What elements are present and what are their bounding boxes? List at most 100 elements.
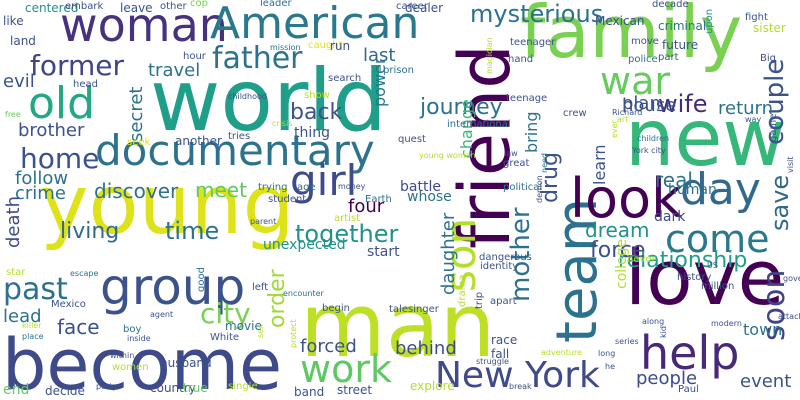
word-last: last <box>363 45 396 66</box>
word-party: party <box>96 382 118 391</box>
word-home: home <box>20 142 100 175</box>
word-york-city: York city <box>632 146 666 155</box>
word-free: free <box>5 110 21 119</box>
word-quest: quest <box>398 134 426 145</box>
word-mexican: Mexican <box>595 14 645 28</box>
word-law: law <box>504 149 518 158</box>
word-trying: trying <box>258 182 288 193</box>
word-teenage: teenage <box>506 93 548 104</box>
word-part: part <box>658 52 679 63</box>
word-need: need <box>540 152 549 173</box>
word-mexico: Mexico <box>51 299 86 310</box>
word-land: land <box>10 34 36 48</box>
word-international: international <box>447 119 511 130</box>
word-inside: inside <box>127 334 151 343</box>
word-run: run <box>330 39 351 53</box>
word-kid: kid <box>659 325 668 338</box>
word-start: start <box>367 244 400 260</box>
word-street: street <box>337 383 373 397</box>
word-along: along <box>642 317 665 326</box>
word-he: he <box>605 362 615 371</box>
word-fall: fall <box>491 347 510 361</box>
word-war: war <box>600 59 670 103</box>
word-hand: hand <box>508 54 534 65</box>
word-tries: tries <box>228 131 251 142</box>
word-bring: bring <box>522 111 541 154</box>
word-police: police <box>628 54 658 65</box>
word-travel: travel <box>148 60 201 81</box>
word-within: within <box>110 351 135 360</box>
word-artist: artist <box>334 213 361 224</box>
word-visit: visit <box>786 156 795 173</box>
word-embark: embark <box>65 1 104 12</box>
word-apart: apart <box>490 296 517 307</box>
word-identity: identity <box>480 261 519 272</box>
word-crew: crew <box>563 108 587 119</box>
word-dream: dream <box>585 218 650 242</box>
word-another: another <box>175 134 222 148</box>
word-future: future <box>662 38 699 52</box>
word-like: like <box>3 14 24 28</box>
word-single: single <box>228 381 258 392</box>
word-modern: modern <box>711 319 742 328</box>
word-never: never <box>627 254 656 265</box>
word-come: come <box>665 217 770 261</box>
word-secret: secret <box>126 86 147 142</box>
word-death: death <box>3 195 24 248</box>
word-leave: leave <box>120 1 153 15</box>
word-force: force <box>590 238 646 263</box>
word-history: history <box>677 272 712 283</box>
word-series: series <box>615 337 639 346</box>
word-million: million <box>701 281 735 292</box>
word-struggle: struggle <box>476 357 509 366</box>
word-documentary: documentary <box>95 126 375 175</box>
word-family: family <box>520 0 743 74</box>
word-discover: discover <box>94 179 179 203</box>
word-women: women <box>112 362 149 373</box>
word-wife: wife <box>658 90 708 118</box>
word-follow: follow <box>15 168 69 189</box>
word-agent: agent <box>150 310 174 319</box>
word-caught: caught <box>308 40 343 51</box>
word-true: true <box>183 381 208 395</box>
word-student: student <box>268 194 307 205</box>
word-us: US <box>707 261 718 270</box>
word-group: group <box>100 258 246 316</box>
word-town: town <box>743 320 783 339</box>
word-human: human <box>668 182 717 198</box>
word-talesinger: talesinger <box>389 304 439 315</box>
word-parent: parent <box>250 217 277 226</box>
word-teenager: teenager <box>510 37 556 48</box>
word-children: children <box>637 134 670 143</box>
word-boy: boy <box>123 324 142 335</box>
word-race: race <box>491 333 518 347</box>
word-forced: forced <box>300 336 357 357</box>
word-art: art <box>617 115 629 124</box>
word-country: country <box>150 381 196 395</box>
word-break: break <box>509 382 532 391</box>
word-dangerous: dangerous <box>479 252 532 263</box>
word-behind: behind <box>395 338 457 359</box>
word-living: living <box>60 219 120 244</box>
word-event: event <box>740 371 792 392</box>
word-career: career <box>396 1 428 12</box>
word-search: search <box>328 73 362 84</box>
word-prison: prison <box>383 65 414 76</box>
word-world: world <box>150 51 387 151</box>
word-old: old <box>28 78 96 129</box>
word-decide: decide <box>45 384 85 398</box>
word-work: work <box>300 347 392 391</box>
word-whose: whose <box>407 189 452 205</box>
word-help: help <box>640 326 740 380</box>
word-left: left <box>252 282 269 293</box>
word-protect: protect <box>289 318 298 348</box>
word-dark: dark <box>654 209 686 225</box>
word-city: city <box>200 297 251 330</box>
word-end: end <box>3 382 30 398</box>
word-move: move <box>631 36 659 47</box>
word-become: become <box>2 324 283 400</box>
word-back: back <box>290 100 343 125</box>
word-killer: killer <box>22 321 42 330</box>
word-earth: Earth <box>365 194 392 205</box>
